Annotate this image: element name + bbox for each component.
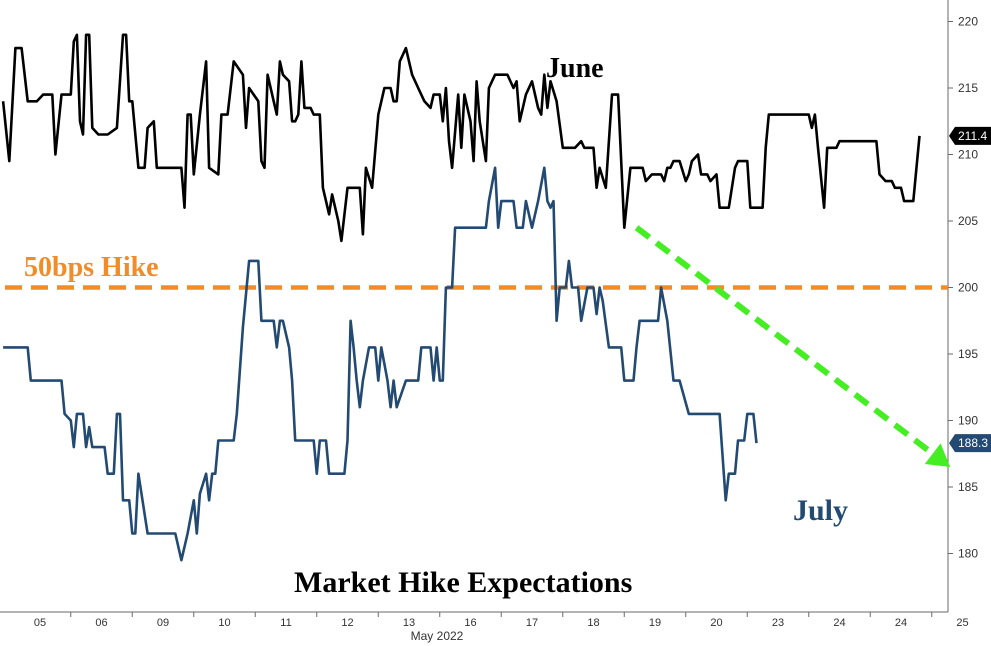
y-tick-label: 195	[958, 347, 978, 361]
x-tick-label: 24	[833, 617, 845, 629]
y-tick-label: 190	[958, 414, 978, 428]
y-tick-label: 185	[958, 480, 978, 494]
series-line-june	[1, 33, 921, 243]
series-label-july: July	[793, 494, 848, 527]
x-tick-label: 11	[280, 617, 291, 629]
hike-label: 50bps Hike	[24, 252, 159, 283]
last-value-july: 188.3	[958, 436, 988, 450]
series-label-june: June	[546, 53, 604, 84]
trend-arrow-head	[924, 443, 951, 468]
y-axis-ticks: 180 185 190 195 200 205 210 215 220	[948, 15, 978, 561]
x-tick-label: 13	[403, 617, 415, 629]
x-tick-label: 23	[772, 617, 784, 629]
last-value-tag-june: 211.4	[949, 126, 991, 145]
x-tick-label: 12	[341, 617, 353, 629]
series-line-july	[3, 166, 758, 562]
y-tick-label: 180	[958, 547, 978, 561]
x-axis-month-label: May 2022	[411, 629, 464, 643]
y-tick-label: 220	[958, 15, 978, 29]
chart-title: Market Hike Expectations	[294, 566, 632, 599]
x-tick-label: 18	[587, 617, 599, 629]
x-tick-label: 24	[895, 617, 907, 629]
last-value-june: 211.4	[958, 129, 987, 143]
x-tick-label: 25	[956, 617, 968, 629]
x-tick-label: 16	[464, 617, 476, 629]
trend-arrow-shaft	[634, 225, 935, 457]
y-tick-label: 210	[958, 148, 978, 162]
y-tick-label: 200	[958, 281, 978, 295]
y-tick-label: 215	[958, 81, 978, 95]
x-axis-ticks: 05 06 09 10 11 12 13 16 17 18 19 20 23 24 24 25	[34, 612, 969, 629]
x-tick-label: 05	[34, 617, 46, 629]
x-tick-label: 20	[710, 617, 722, 629]
x-tick-label: 10	[218, 617, 230, 629]
x-tick-label: 17	[526, 617, 538, 629]
x-tick-label: 06	[95, 617, 107, 629]
y-tick-label: 205	[958, 214, 978, 228]
x-tick-label: 19	[649, 617, 661, 629]
x-tick-label: 09	[157, 617, 169, 629]
last-value-tag-july: 188.3	[949, 434, 991, 453]
